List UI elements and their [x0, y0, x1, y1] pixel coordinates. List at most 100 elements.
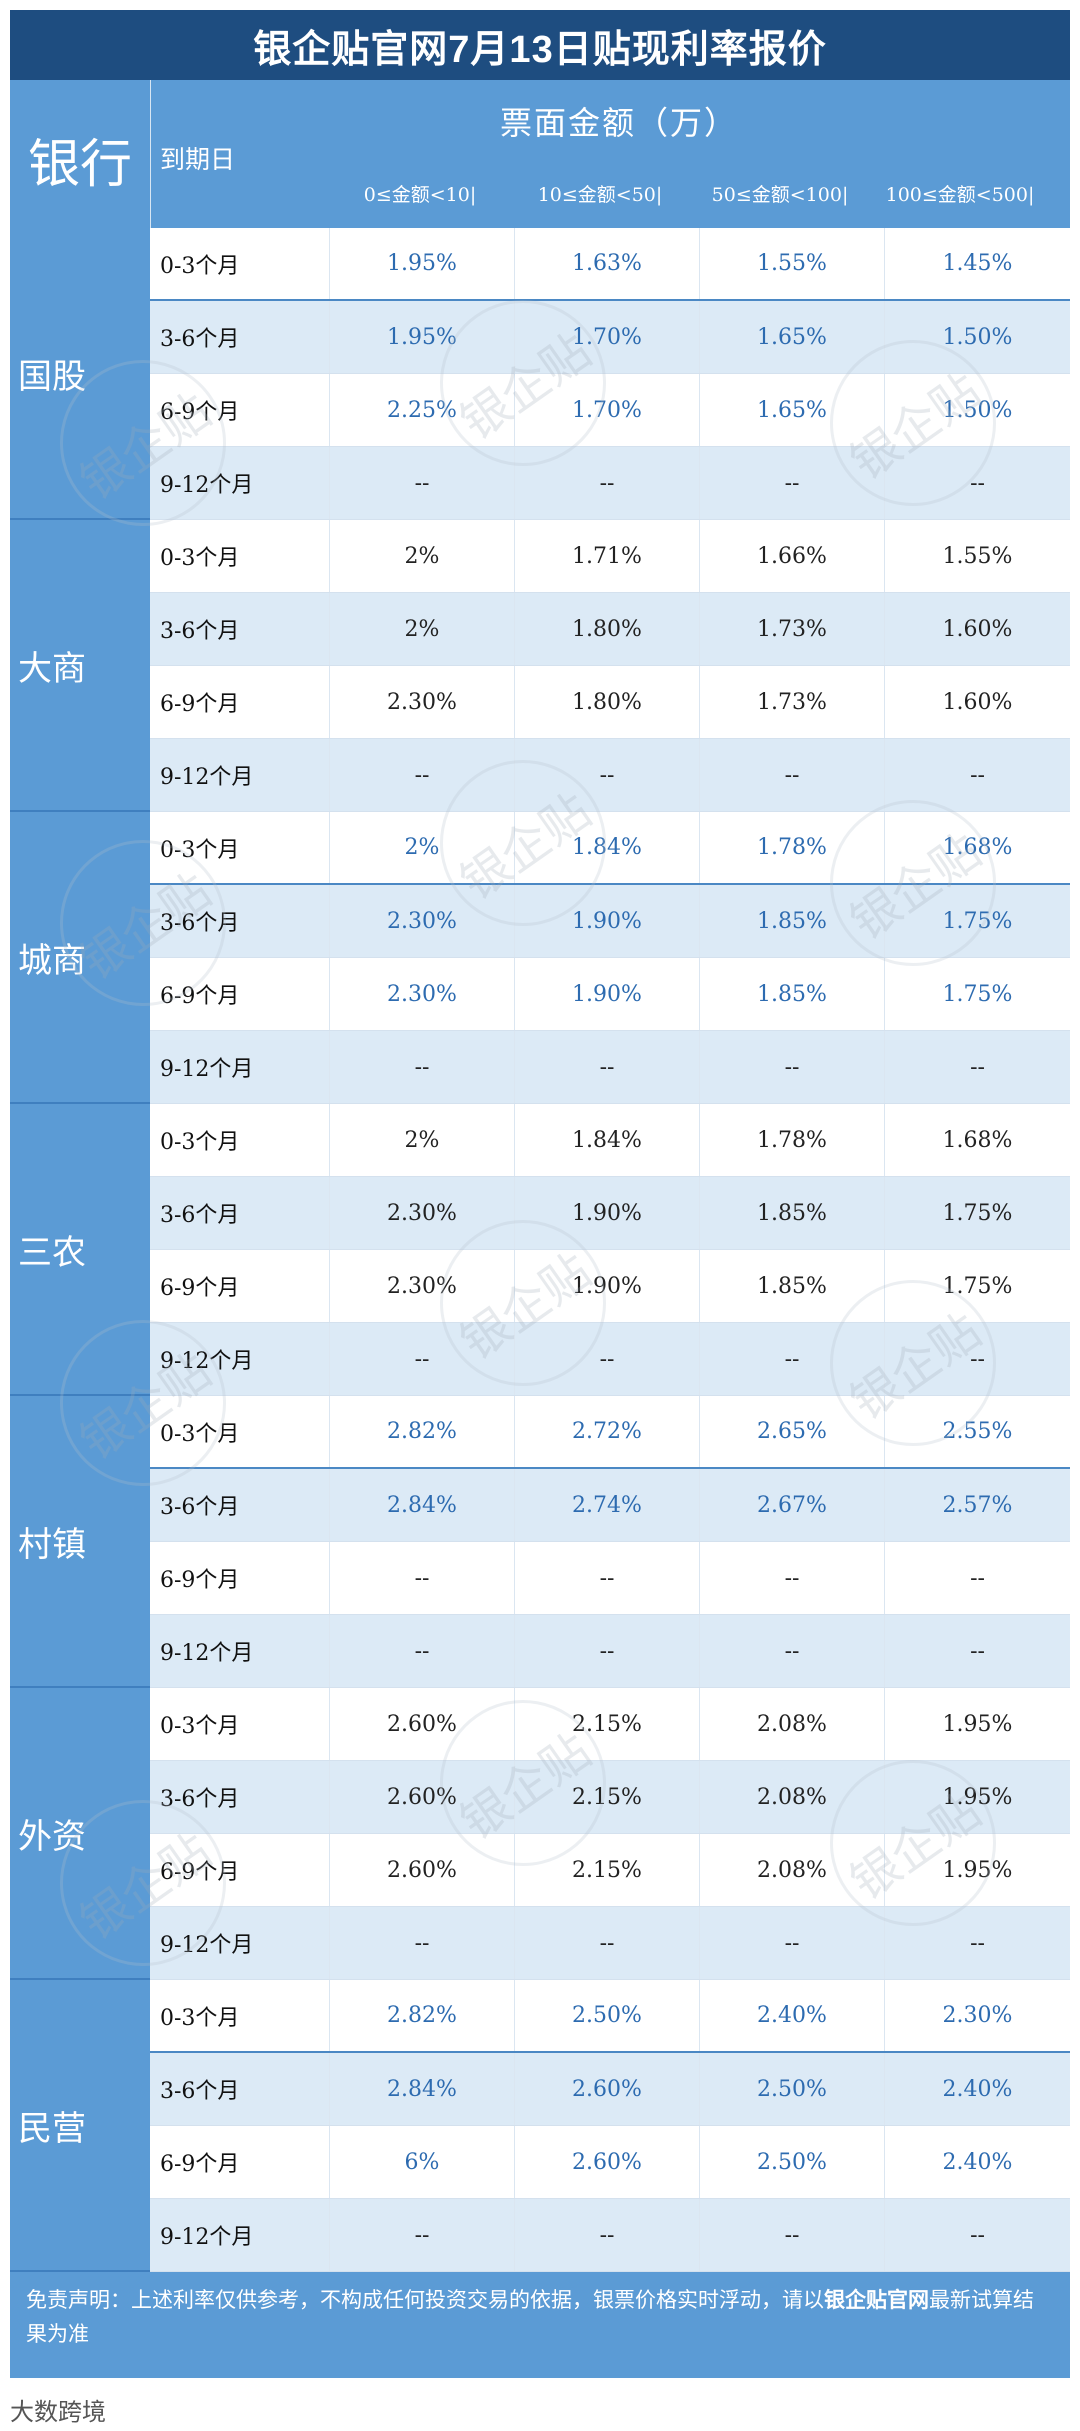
rate-cell: 1.75% [942, 981, 1013, 1007]
rate-cell: 1.75% [942, 1200, 1013, 1226]
table-row: 6-9个月 2.30% 1.90% 1.85% 1.75% [150, 958, 1070, 1031]
rate-cell: -- [970, 1565, 985, 1591]
rate-cell: 2.30% [330, 885, 515, 957]
rate-cell: 1.60% [942, 689, 1013, 715]
table-row: 6-9个月 6% 2.60% 2.50% 2.40% [150, 2126, 1070, 2199]
rate-cell: 1.85% [700, 1250, 885, 1322]
rate-cell: -- [700, 1542, 885, 1614]
table-row: 6-9个月 2.25% 1.70% 1.65% 1.50% [150, 374, 1070, 447]
rate-cell: 1.85% [700, 958, 885, 1030]
header-separator [150, 80, 151, 228]
rate-cell: 1.80% [515, 593, 700, 665]
due-period-cell: 0-3个月 [150, 1980, 330, 2051]
rate-cell: 2.25% [330, 374, 515, 446]
bank-group-label: 城商 [10, 812, 150, 1102]
rate-cell: 2.60% [330, 1834, 515, 1906]
header-range-4: 100≤金额<500| [885, 184, 1035, 206]
rate-cell: 2.72% [515, 1396, 700, 1467]
bank-group-label: 村镇 [10, 1396, 150, 1686]
rate-cell: 2.60% [330, 1761, 515, 1833]
due-period-cell: 9-12个月 [150, 1031, 330, 1103]
rate-cell: -- [330, 1615, 515, 1687]
table-row: 9-12个月 -- -- -- -- [150, 2199, 1070, 2272]
rate-cell: 2.67% [700, 1469, 885, 1541]
rate-cell: -- [515, 1542, 700, 1614]
rate-cell: 2.40% [700, 1980, 885, 2051]
rate-cell: 1.63% [515, 228, 700, 299]
rate-cell: 2.30% [942, 2003, 1013, 2028]
bank-group-rows: 0-3个月 1.95% 1.63% 1.55% 1.45% 3-6个月 1.95% 1.70%… [150, 228, 1070, 520]
rate-cell: -- [700, 1031, 885, 1103]
table-row: 3-6个月 2.30% 1.90% 1.85% 1.75% [150, 1177, 1070, 1250]
bank-group-label: 大商 [10, 520, 150, 810]
rate-cell: 2.30% [330, 1177, 515, 1249]
table-row: 3-6个月 2.84% 2.60% 2.50% 2.40% [150, 2053, 1070, 2126]
bank-group: 大商 0-3个月 2% 1.71% 1.66% 1.55% 3-6个月 2% 1.80% 1.73… [10, 520, 1070, 812]
rate-cell: 1.95% [942, 1784, 1013, 1810]
table-row: 9-12个月 -- -- -- -- [150, 1907, 1070, 1980]
rate-cell: -- [515, 1615, 700, 1687]
rate-cell: 2.55% [942, 1419, 1013, 1444]
page-title: 银企贴官网7月13日贴现利率报价 [10, 10, 1070, 80]
rate-cell: -- [515, 447, 700, 519]
rate-cell: -- [330, 2199, 515, 2271]
table-row: 3-6个月 2.60% 2.15% 2.08% 1.95% [150, 1761, 1070, 1834]
due-period-cell: 3-6个月 [150, 593, 330, 665]
table-row: 9-12个月 -- -- -- -- [150, 447, 1070, 520]
rate-cell: 1.75% [942, 908, 1013, 934]
rate-cell: 2.30% [330, 958, 515, 1030]
table-row: 6-9个月 2.30% 1.80% 1.73% 1.60% [150, 666, 1070, 739]
header-amount-label: 票面金额（万） [500, 104, 739, 142]
rate-cell: -- [700, 1907, 885, 1979]
rate-cell: -- [515, 1323, 700, 1395]
rate-cell: -- [700, 447, 885, 519]
rate-cell: 1.80% [515, 666, 700, 738]
rate-cell: 1.95% [330, 301, 515, 373]
due-period-cell: 6-9个月 [150, 1834, 330, 1906]
due-period-cell: 6-9个月 [150, 958, 330, 1030]
rate-cell: 2.30% [330, 666, 515, 738]
table-row: 9-12个月 -- -- -- -- [150, 739, 1070, 812]
table-row: 0-3个月 1.95% 1.63% 1.55% 1.45% [150, 228, 1070, 301]
rate-cell: 2.15% [515, 1834, 700, 1906]
rate-cell: 2.08% [700, 1688, 885, 1760]
due-period-cell: 9-12个月 [150, 1907, 330, 1979]
bank-group: 村镇 0-3个月 2.82% 2.72% 2.65% 2.55% 3-6个月 2.84% 2.7… [10, 1396, 1070, 1688]
rate-cell: 1.50% [942, 324, 1013, 350]
table-header: 银行 到期日 票面金额（万） 0≤金额<10| 10≤金额<50| 50≤金额<… [10, 80, 1070, 228]
rate-cell: 1.90% [515, 1177, 700, 1249]
header-bank-label: 银行 [27, 136, 132, 194]
rate-cell: 2.08% [700, 1761, 885, 1833]
rate-cell: 1.75% [942, 1273, 1013, 1299]
table-row: 6-9个月 2.30% 1.90% 1.85% 1.75% [150, 1250, 1070, 1323]
rate-cell: 1.85% [700, 885, 885, 957]
bank-group-rows: 0-3个月 2.60% 2.15% 2.08% 1.95% 3-6个月 2.60% 2.15%… [150, 1688, 1070, 1980]
rate-cell: -- [970, 762, 985, 788]
rate-cell: -- [330, 1542, 515, 1614]
due-period-cell: 3-6个月 [150, 1469, 330, 1541]
rate-cell: -- [700, 1615, 885, 1687]
disclaimer-suffix: 最新试算结果为准 [26, 2289, 1034, 2346]
due-period-cell: 0-3个月 [150, 1688, 330, 1760]
table-row: 0-3个月 2% 1.84% 1.78% 1.68% [150, 1104, 1070, 1177]
header-range-2: 10≤金额<50| [537, 184, 663, 206]
rate-cell: 1.66% [700, 520, 885, 592]
due-period-cell: 9-12个月 [150, 447, 330, 519]
rate-cell: -- [700, 739, 885, 811]
rate-cell: 1.71% [515, 520, 700, 592]
due-period-cell: 9-12个月 [150, 739, 330, 811]
header-amount-ranges: 0≤金额<10| 10≤金额<50| 50≤金额<100| 100≤金额<500… [330, 180, 1070, 220]
table-row: 9-12个月 -- -- -- -- [150, 1323, 1070, 1396]
rate-cell: 1.60% [942, 616, 1013, 642]
rate-cell: -- [700, 1323, 885, 1395]
rate-cell: -- [330, 447, 515, 519]
rate-cell: 2.30% [330, 1250, 515, 1322]
rate-cell: -- [970, 470, 985, 496]
rate-cell: 1.68% [942, 1127, 1013, 1153]
rate-cell: 2.08% [700, 1834, 885, 1906]
table-row: 0-3个月 2.82% 2.72% 2.65% 2.55% [150, 1396, 1070, 1469]
due-period-cell: 0-3个月 [150, 812, 330, 883]
rate-cell: 1.50% [942, 397, 1013, 423]
due-period-cell: 9-12个月 [150, 1323, 330, 1395]
rate-cell: -- [970, 1930, 985, 1956]
